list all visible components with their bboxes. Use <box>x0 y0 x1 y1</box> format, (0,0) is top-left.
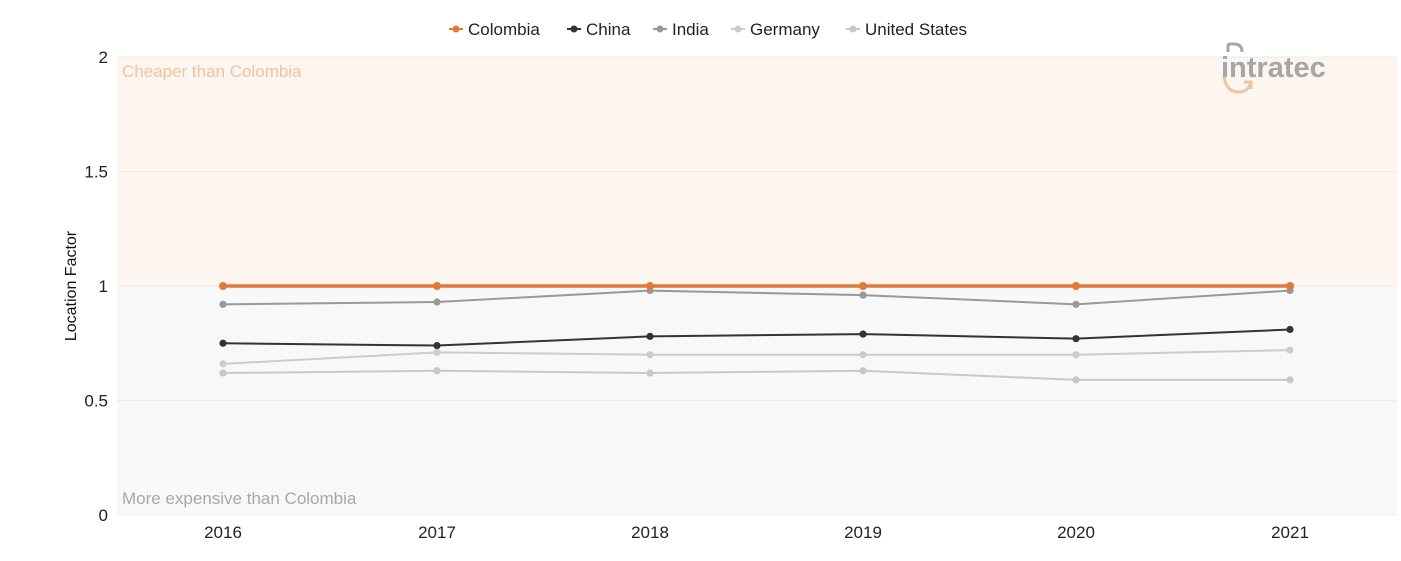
legend-item-colombia: Colombia <box>449 20 540 39</box>
data-point-china <box>859 330 867 338</box>
data-point-china <box>646 332 654 340</box>
series-china <box>219 325 1294 350</box>
data-point-germany <box>433 348 441 357</box>
data-point-china <box>433 341 441 350</box>
legend-label: Germany <box>750 20 820 39</box>
series-line-india <box>222 289 1291 306</box>
y-tick-label: 0.5 <box>84 392 108 411</box>
legend-item-china: China <box>567 20 631 39</box>
data-point-india <box>1072 300 1080 308</box>
logo-arrow-icon <box>1244 80 1253 89</box>
x-tick-label: 2021 <box>1271 523 1309 542</box>
x-axis-ticks: 2016 2017 2018 2019 2020 2021 <box>204 523 1309 542</box>
data-point-colombia <box>433 282 441 290</box>
data-point-united-states <box>1072 376 1080 384</box>
region-label-cheaper: Cheaper than Colombia <box>122 62 302 81</box>
legend-swatch-marker <box>849 25 857 33</box>
legend-label: China <box>586 20 631 39</box>
legend-label: Colombia <box>468 20 540 39</box>
y-tick-label: 2 <box>99 48 108 67</box>
y-axis-ticks: 0 0.5 1 1.5 2 <box>84 48 108 525</box>
series-colombia <box>219 282 1294 290</box>
data-point-colombia <box>219 282 227 290</box>
legend: Colombia China India Germany United States <box>449 20 967 39</box>
data-point-colombia <box>646 282 654 290</box>
data-point-united-states <box>859 367 867 375</box>
legend-label: India <box>672 20 709 39</box>
data-point-india <box>433 298 441 306</box>
intratec-logo: intratec <box>1221 42 1326 94</box>
y-tick-label: 1.5 <box>84 163 108 182</box>
series-line-germany <box>222 349 1291 365</box>
legend-swatch-marker <box>452 25 460 33</box>
data-point-china <box>1072 335 1080 343</box>
data-point-united-states <box>646 369 654 377</box>
data-point-germany <box>859 351 867 359</box>
data-point-germany <box>1072 351 1080 359</box>
y-tick-label: 0 <box>99 506 108 525</box>
data-point-colombia <box>859 282 867 290</box>
x-tick-label: 2017 <box>418 523 456 542</box>
data-point-colombia <box>1286 282 1294 290</box>
data-point-india <box>859 291 867 299</box>
data-point-united-states <box>219 369 227 377</box>
y-axis-title: Location Factor <box>63 230 80 341</box>
series-united-states <box>219 367 1294 384</box>
series-lines <box>219 282 1294 384</box>
data-point-germany <box>646 351 654 359</box>
logo-mark-icon <box>1226 42 1244 53</box>
legend-item-germany: Germany <box>731 20 820 39</box>
data-point-germany <box>219 360 227 368</box>
legend-label: United States <box>865 20 967 39</box>
series-germany <box>219 346 1294 368</box>
legend-item-india: India <box>653 20 709 39</box>
series-line-united-states <box>222 369 1290 381</box>
series-line-china <box>222 328 1291 347</box>
data-point-china <box>219 339 227 347</box>
data-point-china <box>1286 325 1294 334</box>
logo-text: intratec <box>1221 52 1326 84</box>
data-point-united-states <box>1286 376 1294 384</box>
x-tick-label: 2020 <box>1057 523 1095 542</box>
legend-swatch-marker <box>734 25 742 33</box>
region-label-more-expensive: More expensive than Colombia <box>122 489 357 508</box>
x-tick-label: 2018 <box>631 523 669 542</box>
data-point-india <box>219 300 227 308</box>
data-point-united-states <box>433 367 441 375</box>
x-tick-label: 2016 <box>204 523 242 542</box>
y-tick-label: 1 <box>99 277 108 296</box>
legend-item-united-states: United States <box>846 20 967 39</box>
data-point-germany <box>1286 346 1294 354</box>
legend-swatch-marker <box>570 25 578 33</box>
legend-swatch-marker <box>656 25 664 33</box>
x-tick-label: 2019 <box>844 523 882 542</box>
logo-swoosh-icon <box>1222 75 1252 94</box>
data-point-colombia <box>1072 282 1080 290</box>
